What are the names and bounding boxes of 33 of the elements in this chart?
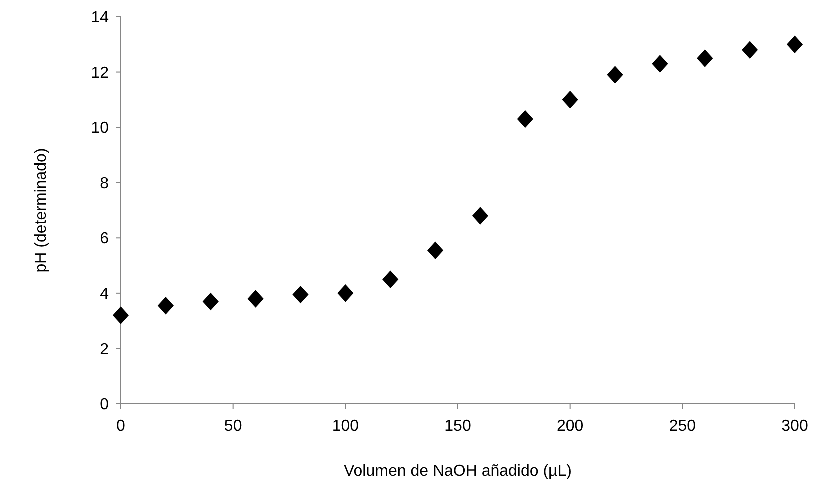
point [517, 110, 534, 128]
point [697, 50, 714, 68]
y-tick-label: 8 [100, 175, 110, 192]
point [562, 91, 578, 109]
point [158, 297, 174, 315]
x-tick-label: 300 [782, 418, 808, 435]
x-tick-label: 250 [669, 418, 696, 435]
point [472, 207, 489, 225]
y-tick-label: 4 [100, 286, 110, 304]
x-tick-label: 150 [444, 418, 472, 435]
y-tick-label: 2 [100, 341, 110, 358]
point [427, 242, 444, 260]
point [202, 292, 219, 311]
x-tick-label: 100 [332, 418, 360, 435]
y-axis-title: pH (determinado) [33, 148, 50, 273]
point [292, 286, 309, 304]
y-tick-label: 0 [100, 396, 110, 414]
point [338, 284, 354, 302]
point [607, 66, 624, 84]
x-axis-title: Volumen de NaOH añadido (µL) [344, 463, 572, 480]
y-tick-label: 12 [91, 64, 110, 82]
x-tick-label: 50 [224, 418, 242, 435]
point [742, 41, 758, 60]
point [112, 306, 130, 324]
y-tick-label: 14 [91, 10, 110, 27]
point [382, 270, 399, 288]
y-tick-label: 10 [91, 120, 110, 138]
y-tick-label: 6 [100, 230, 110, 248]
point [652, 55, 668, 73]
x-tick-label: 200 [556, 418, 584, 435]
point [248, 290, 264, 308]
point [786, 36, 804, 54]
x-tick-label: 0 [116, 418, 126, 435]
